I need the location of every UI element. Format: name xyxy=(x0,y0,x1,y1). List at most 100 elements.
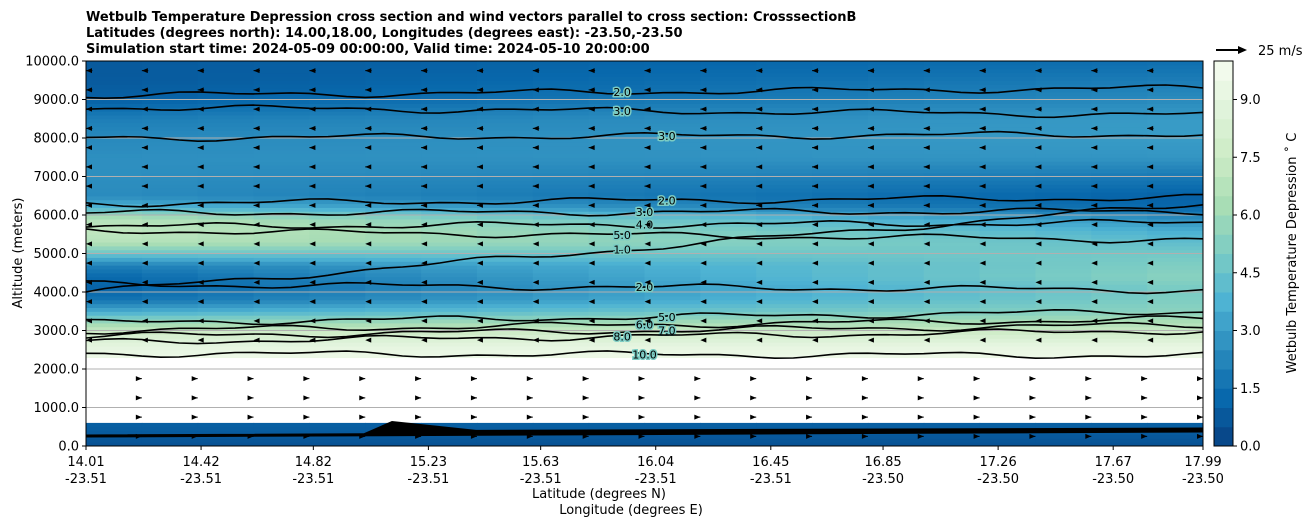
field-cell xyxy=(644,265,701,270)
field-cell xyxy=(1091,253,1148,258)
wind-vector xyxy=(253,222,260,228)
field-cell xyxy=(979,103,1037,108)
field-cell xyxy=(365,188,422,193)
field-cell xyxy=(867,161,925,166)
field-cell xyxy=(923,153,981,158)
field-cell xyxy=(253,353,310,359)
field-cell xyxy=(867,126,925,131)
field-cell xyxy=(1091,99,1148,104)
field-cell xyxy=(86,345,143,351)
wind-vector xyxy=(253,337,260,343)
field-cell xyxy=(979,87,1037,93)
field-cell xyxy=(476,288,534,293)
field-cell xyxy=(588,311,646,316)
field-cell xyxy=(365,176,422,181)
field-cell xyxy=(867,87,925,93)
field-cell xyxy=(1035,91,1092,97)
field-cell xyxy=(421,199,478,205)
field-cell xyxy=(644,222,701,228)
field-cell xyxy=(86,107,143,112)
field-cell xyxy=(421,268,478,274)
wind-vector xyxy=(1091,337,1098,343)
field-cell xyxy=(923,315,981,320)
wind-vector xyxy=(253,279,260,285)
field-cell xyxy=(253,157,310,162)
field-cell xyxy=(476,191,534,197)
field-cell xyxy=(532,241,590,247)
field-cell xyxy=(1147,261,1203,266)
field-cell xyxy=(812,76,869,81)
field-cell xyxy=(197,130,255,135)
field-cell xyxy=(253,234,310,239)
field-cell xyxy=(253,80,310,85)
field-cell xyxy=(86,191,143,197)
wind-vector xyxy=(694,414,701,420)
field-cell xyxy=(86,292,143,297)
field-cell xyxy=(588,438,646,443)
field-cell xyxy=(1091,164,1148,170)
field-cell xyxy=(421,322,478,328)
wind-vector xyxy=(806,433,813,439)
wind-vector xyxy=(1035,299,1042,305)
field-cell xyxy=(812,292,869,297)
wind-vector xyxy=(421,337,428,343)
field-cell xyxy=(588,272,646,278)
field-cell xyxy=(253,303,310,308)
wind-vector xyxy=(700,222,707,228)
field-cell xyxy=(756,307,813,312)
field-cell xyxy=(365,80,422,85)
field-cell xyxy=(644,299,701,305)
field-cell xyxy=(532,303,590,308)
field-cell xyxy=(86,141,143,147)
wind-vector xyxy=(1085,414,1092,420)
field-cell xyxy=(1147,207,1203,212)
field-cell xyxy=(1035,130,1092,135)
field-cell xyxy=(1091,257,1148,262)
field-cell xyxy=(197,168,255,174)
field-cell xyxy=(867,438,925,443)
field-cell xyxy=(979,330,1037,335)
field-cell xyxy=(253,299,310,305)
field-cell xyxy=(1147,138,1203,143)
field-cell xyxy=(700,322,757,328)
field-cell xyxy=(588,191,646,197)
wind-vector xyxy=(979,279,986,285)
field-cell xyxy=(1091,207,1148,212)
field-cell xyxy=(1147,76,1203,81)
field-cell xyxy=(421,238,478,243)
field-cell xyxy=(979,307,1037,312)
field-cell xyxy=(923,76,981,81)
field-cell xyxy=(588,295,646,301)
contour-line xyxy=(86,321,1203,339)
wind-vector xyxy=(135,414,142,420)
wind-vector xyxy=(1085,376,1092,382)
field-cell xyxy=(309,176,366,181)
field-cell xyxy=(1035,253,1092,258)
field-cell xyxy=(979,218,1037,224)
field-cell xyxy=(923,72,981,77)
field-cell xyxy=(197,257,255,262)
field-cell xyxy=(1091,138,1148,143)
field-cell xyxy=(867,241,925,247)
y-tick-label: 9000.0 xyxy=(34,93,80,108)
field-cell xyxy=(644,241,701,247)
wind-vector xyxy=(476,279,483,285)
field-cell xyxy=(476,149,534,154)
wind-vector xyxy=(197,337,204,343)
field-cell xyxy=(141,265,199,270)
field-cell xyxy=(644,188,701,193)
field-cell xyxy=(1091,315,1148,320)
field-cell xyxy=(700,114,757,120)
wind-vector xyxy=(135,433,142,439)
field-cell xyxy=(644,330,701,335)
field-cell xyxy=(812,176,869,181)
field-cell xyxy=(365,99,422,104)
colorbar-ticks: 0.01.53.04.56.07.59.0 xyxy=(1233,93,1261,455)
field-cell xyxy=(421,207,478,212)
field-cell xyxy=(141,238,199,243)
field-cell xyxy=(867,353,925,359)
field-cell xyxy=(141,111,199,116)
field-cell xyxy=(867,91,925,97)
colorbar: 0.01.53.04.56.07.59.0 Wetbulb Temperatur… xyxy=(1213,60,1300,455)
wind-vector xyxy=(303,395,310,401)
